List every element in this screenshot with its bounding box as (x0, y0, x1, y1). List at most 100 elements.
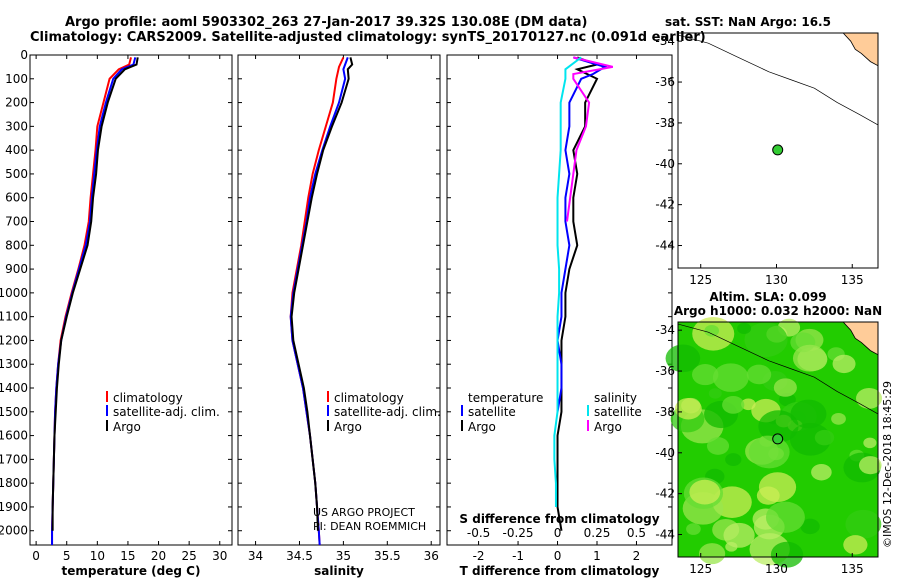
sla-patch (773, 378, 797, 397)
plot-frame (29, 54, 233, 546)
legend-satellite: satellite-adj. clim. (113, 405, 220, 419)
legend-salinity: climatology satellite-adj. clim. Argo (334, 391, 441, 434)
y-tick-label: 1800 (0, 476, 28, 490)
map-x-tick-label: 125 (689, 273, 712, 287)
x-tick-label: 1 (593, 549, 601, 563)
map-y-tick-label: -34 (655, 34, 675, 48)
sla-patch (800, 518, 820, 535)
sla-patch (863, 437, 877, 449)
series-line (51, 57, 137, 545)
land-mass (840, 32, 879, 67)
legend-diff-sal-satellite: satellite (594, 405, 642, 419)
map-bottom-label-2: Argo h1000: 0.032 h2000: NaN (674, 304, 882, 318)
x-axis-label: temperature (deg C) (62, 564, 201, 578)
legend-temperature: climatology satellite-adj. clim. Argo (113, 391, 220, 434)
sla-patch (748, 435, 790, 469)
x-tick-label: 34 (248, 549, 263, 563)
y-tick-label: 1700 (0, 452, 28, 466)
sla-patch (722, 395, 745, 414)
sla-patch (689, 479, 721, 505)
x-tick-label: 0 (554, 549, 562, 563)
sla-patch (691, 364, 719, 386)
sla-patch (698, 543, 726, 565)
sla-patch (845, 509, 882, 539)
profile-panel-3: -2 -1 0 1 2-0.5 -0.25 0 0.25 0.5S difference fro… (446, 54, 673, 578)
sla-patch (674, 397, 702, 420)
map-frame (677, 321, 879, 558)
credit-pi: PI: DEAN ROEMMICH (313, 520, 426, 533)
y-tick-label: 900 (5, 262, 28, 276)
y-tick-label: 1000 (0, 286, 28, 300)
map-y-tick-label: -38 (655, 116, 675, 130)
sla-patch (712, 363, 749, 392)
legend-argo: Argo (113, 420, 141, 434)
y-tick-label: 1600 (0, 429, 28, 443)
plot-frame (237, 54, 441, 546)
y-tick-label: 500 (5, 167, 28, 181)
map-y-tick-label: -38 (655, 405, 675, 419)
title-line-2: Climatology: CARS2009. Satellite-adjuste… (30, 30, 706, 45)
map-x-tick-label: 125 (689, 562, 712, 576)
x-axis-label: T difference from climatology (460, 564, 660, 578)
sla-map: -34 -36 -38 -40 -42 -44 125 130 135 (655, 316, 883, 576)
profile-panel-2: 34 34.5 35 35.5 36 salinity (237, 54, 441, 578)
x-tick-label: 2 (633, 549, 641, 563)
sla-patch (686, 523, 701, 535)
copyright-stamp: ©IMOS 12-Dec-2018 18:45:29 (881, 381, 894, 548)
y-tick-label: 1200 (0, 333, 28, 347)
series-line (556, 56, 608, 412)
x-tick-label: 34.5 (286, 549, 313, 563)
sla-patch (856, 387, 883, 409)
series-line (289, 57, 349, 546)
sla-patch (665, 344, 701, 373)
top-x-tick-label: -0.5 (467, 526, 490, 540)
plot-frame (446, 54, 673, 546)
sla-patch (832, 354, 856, 374)
top-x-tick-label: -0.25 (503, 526, 534, 540)
x-axis-label: salinity (314, 564, 364, 578)
profile-panel-1: 0100200300400500600700800900100011001200… (0, 48, 233, 578)
series-line (290, 57, 354, 531)
x-tick-label: 15 (120, 549, 135, 563)
y-tick-label: 1500 (0, 405, 28, 419)
legend-climatology: climatology (113, 391, 183, 405)
x-tick-label: 36 (424, 549, 439, 563)
legend-diff-salinity: salinity (594, 391, 637, 405)
sla-patch (831, 412, 846, 425)
series-line (566, 56, 614, 222)
x-tick-label: 20 (151, 549, 166, 563)
y-tick-label: 1300 (0, 357, 28, 371)
legend-diff-temp-argo: Argo (468, 420, 496, 434)
map-y-tick-label: -44 (655, 528, 675, 542)
sla-patch (790, 399, 827, 429)
argo-position-marker (772, 433, 784, 445)
sla-patch (744, 322, 788, 357)
y-tick-label: 300 (5, 119, 28, 133)
top-x-tick-label: 0.25 (584, 526, 611, 540)
y-tick-label: 100 (5, 72, 28, 86)
map-x-tick-label: 130 (765, 273, 788, 287)
map-y-tick-label: -36 (655, 364, 675, 378)
series-line (553, 56, 582, 507)
top-x-tick-label: 0.5 (627, 526, 646, 540)
top-x-tick-label: 0 (554, 526, 562, 540)
map-y-tick-label: -42 (655, 487, 675, 501)
map-bottom-label-1: Altim. SLA: 0.099 (709, 290, 826, 304)
sla-patch (706, 437, 730, 455)
legend-diff-sal-argo: Argo (594, 420, 622, 434)
sla-patch (814, 429, 835, 446)
shelf-contour (677, 34, 879, 126)
x-tick-label: 35.5 (374, 549, 401, 563)
sla-patch (843, 535, 868, 555)
sla-patch (746, 364, 772, 385)
y-tick-label: 400 (5, 143, 28, 157)
x-tick-label: 5 (63, 549, 71, 563)
sla-patch (792, 344, 827, 372)
map-frame (677, 32, 879, 269)
sla-patch (704, 324, 720, 337)
x-tick-label: -1 (512, 549, 524, 563)
legend-argo: Argo (334, 420, 362, 434)
y-tick-label: 2000 (0, 524, 28, 538)
legend-diff-temp-satellite: satellite (468, 405, 516, 419)
